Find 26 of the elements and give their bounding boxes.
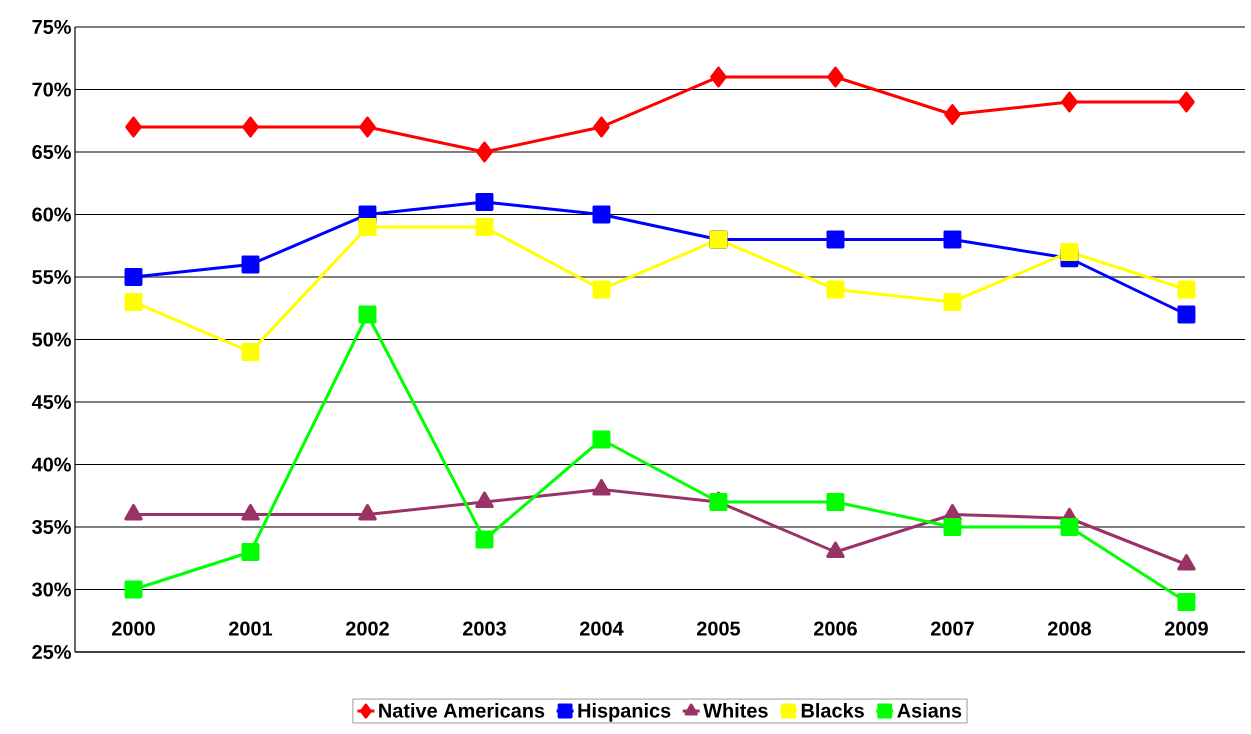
- x-tick-label: 2009: [1164, 621, 1208, 636]
- y-tick-label: 75%: [32, 19, 71, 35]
- x-tick-label: 2008: [1047, 621, 1091, 636]
- x-tick-label: 2003: [463, 621, 506, 636]
- x-tick-label: 2001: [229, 621, 273, 636]
- x-tick-label: 2004: [580, 621, 624, 636]
- y-tick-label: 35%: [32, 519, 71, 535]
- x-tick-label: 2005: [696, 621, 741, 636]
- y-tick-label: 25%: [32, 644, 71, 660]
- y-tick-label: 40%: [31, 457, 71, 472]
- y-tick-label: 65%: [32, 144, 71, 160]
- y-tick-label: 50%: [32, 332, 71, 347]
- x-tick-label: 2000: [112, 621, 155, 636]
- legend-label: Native Americans: [379, 703, 545, 718]
- x-tick-label: 2007: [930, 621, 974, 636]
- y-tick-label: 70%: [32, 82, 71, 97]
- y-tick-label: 55%: [32, 269, 71, 285]
- legend-label: Whites: [703, 703, 768, 718]
- y-tick-label: 45%: [31, 394, 71, 410]
- legend-label: Hispanics: [578, 703, 671, 722]
- x-tick-label: 2002: [346, 621, 389, 636]
- legend-label: Blacks: [801, 703, 864, 718]
- y-tick-label: 60%: [32, 207, 71, 222]
- legend-label: Asians: [897, 703, 962, 718]
- x-tick-label: 2006: [813, 621, 857, 636]
- y-tick-label: 30%: [32, 582, 71, 597]
